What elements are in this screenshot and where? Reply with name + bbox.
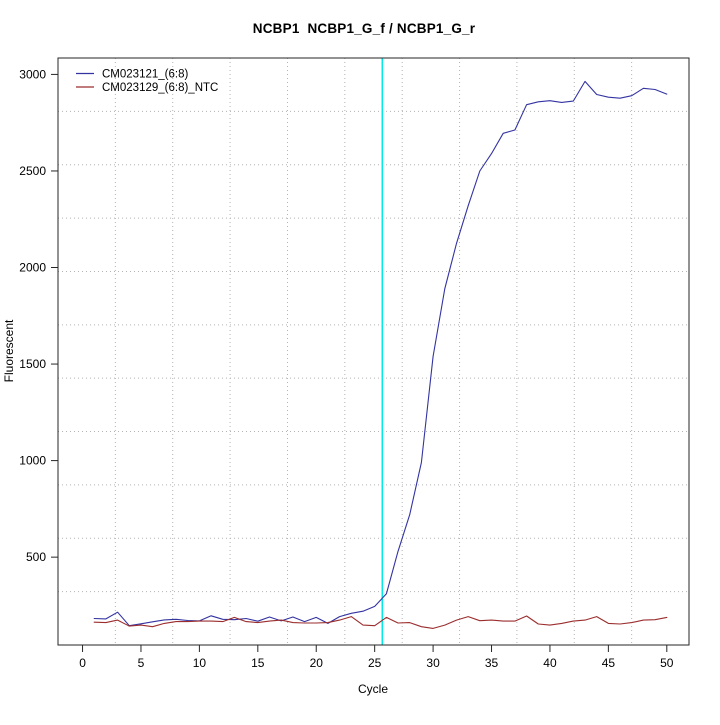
legend: CM023121_(6:8)CM023129_(6:8)_NTC <box>76 69 218 94</box>
x-tick-label: 5 <box>138 656 145 670</box>
x-axis: 0 5 10 15 20 25 30 35 40 45 50 <box>79 645 674 670</box>
y-tick-label: 2500 <box>19 164 46 178</box>
x-tick-label: 15 <box>251 656 265 670</box>
x-tick-label: 50 <box>660 656 674 670</box>
y-tick-label: 2000 <box>19 261 46 275</box>
y-axis-label: Fluorescent <box>2 319 16 382</box>
legend-label: CM023129_(6:8)_NTC <box>102 82 218 94</box>
x-tick-label: 35 <box>485 656 499 670</box>
plot-border <box>57 57 690 646</box>
x-axis-label: Cycle <box>358 682 388 696</box>
y-tick-label: 500 <box>26 550 46 564</box>
series-curves <box>93 80 668 629</box>
x-tick-label: 10 <box>193 656 207 670</box>
x-tick-label: 40 <box>543 656 557 670</box>
legend-label: CM023121_(6:8) <box>102 69 188 81</box>
y-tick-label: 1000 <box>19 454 46 468</box>
y-tick-label: 3000 <box>19 67 46 81</box>
x-tick-label: 0 <box>79 656 86 670</box>
x-tick-label: 30 <box>426 656 440 670</box>
y-axis: 500 1000 1500 2000 2500 3000 <box>19 67 58 564</box>
gridlines <box>58 58 689 645</box>
amplification-curve-1 <box>93 615 668 629</box>
x-tick-label: 45 <box>602 656 616 670</box>
amplification-curve-0 <box>93 80 668 627</box>
x-tick-label: 20 <box>310 656 324 670</box>
chart-title: NCBP1 NCBP1_G_f / NCBP1_G_r <box>253 21 476 36</box>
x-tick-label: 25 <box>368 656 382 670</box>
y-tick-label: 1500 <box>19 357 46 371</box>
